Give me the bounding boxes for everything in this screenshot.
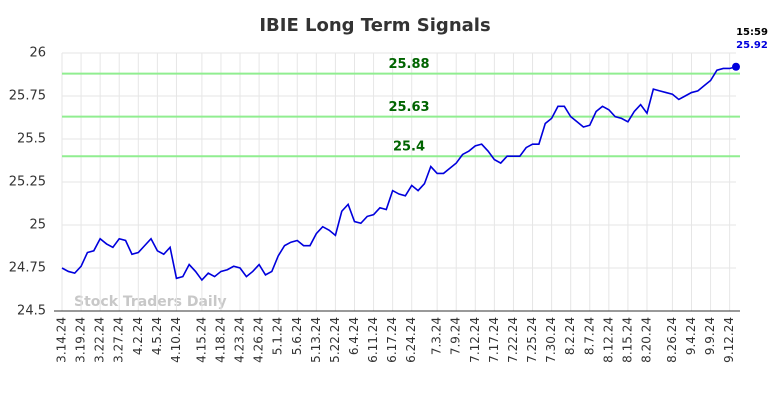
x-tick-label: 4.2.24 (131, 317, 145, 355)
x-tick-label: 7.3.24 (430, 317, 444, 355)
x-tick-label: 8.15.24 (620, 317, 634, 363)
watermark: Stock Traders Daily (74, 294, 227, 310)
x-tick-label: 8.7.24 (582, 317, 596, 355)
x-tick-label: 9.9.24 (703, 317, 717, 355)
last-point (732, 62, 740, 71)
x-tick-label: 9.12.24 (722, 317, 736, 363)
x-tick-label: 5.1.24 (271, 317, 285, 355)
x-tick-label: 9.4.24 (684, 317, 698, 355)
y-tick-label: 24.5 (17, 304, 46, 319)
y-tick-label: 26 (29, 46, 46, 61)
x-tick-label: 8.12.24 (601, 317, 615, 363)
last-time: 15:59 (736, 27, 768, 38)
x-tick-label: 3.27.24 (112, 317, 126, 363)
x-tick-label: 8.26.24 (665, 317, 679, 363)
x-tick-label: 5.6.24 (290, 317, 304, 355)
x-tick-label: 7.25.24 (525, 317, 539, 363)
x-tick-label: 3.19.24 (74, 317, 88, 363)
chart-title: IBIE Long Term Signals (259, 15, 490, 36)
x-tick-label: 7.17.24 (487, 317, 501, 363)
x-tick-label: 8.20.24 (639, 317, 653, 363)
x-tick-label: 6.11.24 (366, 317, 380, 363)
x-tick-label: 4.18.24 (213, 317, 227, 363)
signal-label: 25.4 (393, 140, 425, 155)
y-tick-label: 25.5 (17, 132, 46, 147)
x-tick-label: 3.22.24 (93, 317, 107, 363)
y-tick-label: 25 (29, 218, 46, 233)
x-tick-label: 7.9.24 (449, 317, 463, 355)
x-tick-label: 5.22.24 (328, 317, 342, 363)
x-tick-label: 4.10.24 (169, 317, 183, 363)
price-line (61, 65, 737, 282)
y-tick-label: 25.25 (9, 175, 46, 190)
x-tick-label: 6.17.24 (385, 317, 399, 363)
x-tick-label: 6.24.24 (404, 317, 418, 363)
y-tick-label: 25.75 (9, 89, 46, 104)
x-tick-label: 7.30.24 (544, 317, 558, 363)
x-tick-label: 5.13.24 (309, 317, 323, 363)
x-tick-label: 4.23.24 (233, 317, 247, 363)
last-value-label: 25.92 (736, 40, 768, 51)
x-tick-label: 4.5.24 (150, 317, 164, 355)
x-tick-label: 7.12.24 (468, 317, 482, 363)
y-tick-label: 24.75 (9, 261, 46, 276)
x-tick-label: 3.14.24 (55, 317, 69, 363)
x-tick-label: 8.2.24 (563, 317, 577, 355)
signal-label: 25.88 (388, 57, 429, 72)
x-tick-label: 6.4.24 (347, 317, 361, 355)
x-tick-label: 4.26.24 (252, 317, 266, 363)
signal-label: 25.63 (388, 100, 429, 115)
x-tick-label: 4.15.24 (194, 317, 208, 363)
x-tick-label: 7.22.24 (506, 317, 520, 363)
